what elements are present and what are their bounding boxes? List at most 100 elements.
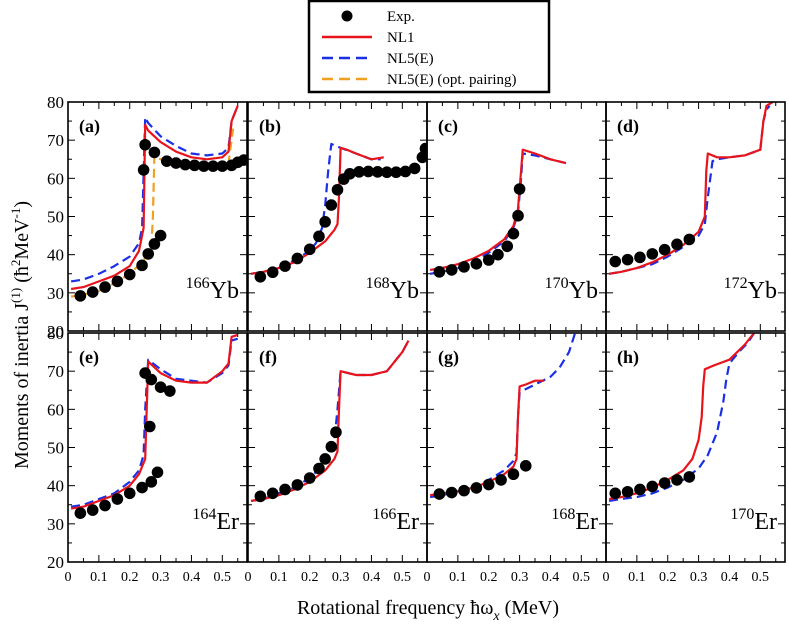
x-tick-label: 0.5 <box>752 570 770 585</box>
nucleus-mass: 168 <box>366 275 390 292</box>
exp-point <box>197 160 210 172</box>
y-axis-label-main: Moments of inertia J <box>11 303 33 469</box>
exp-point <box>470 258 483 270</box>
exp-point <box>142 248 155 260</box>
y-tick-label: 20 <box>47 322 64 341</box>
nucleus-mass: 166 <box>186 275 210 292</box>
exp-point <box>658 477 671 489</box>
exp-point <box>399 165 412 178</box>
x-tick-label: 0 <box>603 570 610 585</box>
exp-point <box>291 252 304 265</box>
y-tick-label: 70 <box>47 362 64 381</box>
nucleus-mass: 168 <box>551 506 575 523</box>
nucleus-symbol: Er <box>575 509 598 535</box>
exp-point <box>353 166 365 178</box>
exp-point <box>671 474 683 486</box>
series-line-nl1 <box>429 148 567 271</box>
nucleus-symbol: Yb <box>390 278 419 304</box>
legend-label-exp: Exp. <box>387 9 415 25</box>
exp-point <box>238 154 247 166</box>
nucleus-symbol: Er <box>396 509 419 535</box>
nucleus-symbol: Yb <box>748 278 777 304</box>
exp-point <box>621 253 634 266</box>
nucleus-symbol: Er <box>216 509 239 535</box>
series-line-nl1 <box>429 379 545 497</box>
exp-point <box>501 240 514 253</box>
exp-point <box>136 259 148 272</box>
exp-point <box>634 251 646 264</box>
nucleus-label: 172Yb <box>724 275 777 304</box>
exp-point <box>433 488 446 500</box>
series-line-nl5-e <box>70 105 239 283</box>
x-tick-label: 0.3 <box>332 570 350 585</box>
nucleus-label: 170Yb <box>545 275 598 304</box>
y-tick-label: 80 <box>47 324 64 343</box>
x-tick-label: 0.1 <box>90 570 108 585</box>
y-tick-label: 60 <box>47 169 64 188</box>
legend-label-nl5e-opt: NL5(E) (opt. pairing) <box>387 72 517 88</box>
exp-point <box>86 504 99 516</box>
exp-point <box>381 166 393 179</box>
exp-point <box>151 466 164 479</box>
exp-point <box>658 243 671 256</box>
series-line-nl5-e <box>608 333 756 502</box>
exp-point <box>492 248 504 261</box>
y-tick-label: 30 <box>47 515 64 534</box>
exp-point <box>313 462 325 475</box>
panel-label: (h) <box>617 347 639 368</box>
y-axis-label-sup: (1) <box>8 288 23 303</box>
exp-point <box>99 281 111 293</box>
y-axis-label: Moments of inertia J(1) (ħ2MeV-1) <box>8 201 33 469</box>
panel-frame <box>67 332 248 563</box>
exp-point <box>266 266 279 279</box>
exp-point <box>433 266 446 278</box>
nucleus-mass: 170 <box>545 275 569 292</box>
panel-frame <box>605 332 786 563</box>
x-tick-label: 0 <box>65 570 72 585</box>
exp-point <box>74 290 87 302</box>
x-axis-label-unit: (MeV) <box>500 597 559 619</box>
panel-label: (f) <box>259 347 277 368</box>
exp-point <box>99 499 111 512</box>
exp-point <box>137 164 150 176</box>
exp-point <box>143 420 156 433</box>
exp-point <box>416 151 427 164</box>
series-line-nl5-e <box>70 337 239 508</box>
y-tick-label: 60 <box>47 400 64 419</box>
x-tick-label: 0.3 <box>511 570 529 585</box>
exp-point <box>111 275 124 288</box>
x-axis-label-sub: x <box>492 609 500 624</box>
x-tick-label: 0.4 <box>542 570 560 585</box>
x-axis-label: Rotational frequency ħωx (MeV) <box>297 597 559 624</box>
panel-h: 0 0.1 0.2 0.3 0.4 0.5 (h) 170Er <box>603 332 786 585</box>
panel-g: 0 0.1 0.2 0.3 0.4 0.5 (g) 168Er <box>424 332 607 585</box>
exp-point <box>646 480 659 493</box>
nucleus-label: 168Er <box>551 506 598 535</box>
exp-point <box>154 381 167 393</box>
x-tick-label: 0 <box>245 570 252 585</box>
exp-point <box>634 483 646 496</box>
y-axis-label-unit-close: ) <box>11 201 33 208</box>
y-axis-label-unit-mev: MeV <box>11 218 33 260</box>
exp-point <box>279 483 291 496</box>
exp-point <box>207 160 219 172</box>
exp-point <box>683 471 696 483</box>
exp-point <box>512 209 524 222</box>
nucleus-symbol: Er <box>754 509 777 535</box>
exp-point <box>188 159 201 172</box>
panel-f: 0 0.1 0.2 0.3 0.4 0.5 (f) 166Er <box>245 332 428 585</box>
exp-point <box>139 138 151 151</box>
exp-point <box>331 183 344 196</box>
panel-frame <box>605 101 786 332</box>
x-tick-label: 0.2 <box>121 570 139 585</box>
y-tick-label: 30 <box>47 284 64 303</box>
exp-point <box>148 238 161 250</box>
nucleus-mass: 170 <box>730 506 754 523</box>
nucleus-label: 164Er <box>192 506 239 535</box>
panel-label: (d) <box>617 116 639 137</box>
series-line-nl5-e <box>250 142 381 275</box>
exp-point <box>408 162 421 175</box>
panel-b: (b) 168Yb <box>247 101 428 332</box>
